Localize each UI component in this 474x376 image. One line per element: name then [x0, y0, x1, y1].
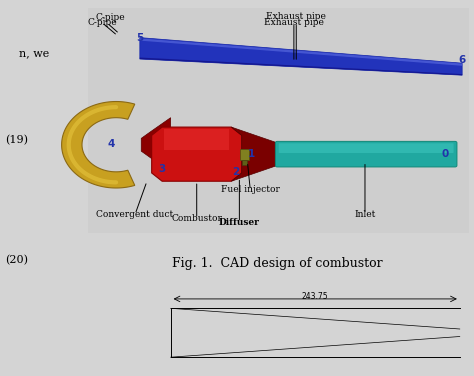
- Text: C-pipe: C-pipe: [96, 12, 125, 21]
- Text: Inlet: Inlet: [354, 210, 376, 219]
- Text: 0: 0: [442, 149, 449, 159]
- Text: Exhaust pipe: Exhaust pipe: [266, 12, 326, 21]
- Text: (20): (20): [5, 255, 28, 265]
- Polygon shape: [141, 118, 171, 172]
- Text: 1: 1: [247, 149, 255, 159]
- Text: Exhaust pipe: Exhaust pipe: [264, 18, 324, 27]
- Polygon shape: [231, 127, 277, 181]
- Text: Fuel injector: Fuel injector: [221, 185, 280, 194]
- Text: 243.75: 243.75: [302, 292, 328, 301]
- Polygon shape: [240, 149, 249, 160]
- Text: 3: 3: [158, 164, 166, 174]
- Polygon shape: [152, 127, 242, 181]
- Polygon shape: [242, 160, 247, 165]
- Text: Combustor: Combustor: [171, 214, 222, 223]
- FancyBboxPatch shape: [275, 141, 457, 167]
- Polygon shape: [62, 102, 135, 188]
- Polygon shape: [140, 38, 462, 66]
- Text: 5: 5: [136, 33, 144, 42]
- FancyBboxPatch shape: [88, 8, 469, 233]
- Polygon shape: [140, 38, 462, 75]
- Text: 4: 4: [108, 139, 115, 149]
- Text: (19): (19): [5, 135, 28, 145]
- Text: Diffuser: Diffuser: [219, 218, 260, 227]
- Text: Convergent duct: Convergent duct: [97, 210, 173, 219]
- Text: n, we: n, we: [19, 49, 49, 58]
- Text: 2: 2: [232, 167, 239, 177]
- Polygon shape: [140, 58, 462, 75]
- Text: C-pipe: C-pipe: [87, 18, 117, 27]
- Text: 6: 6: [458, 55, 466, 65]
- Text: Fig. 1.  CAD design of combustor: Fig. 1. CAD design of combustor: [172, 257, 383, 270]
- Polygon shape: [164, 129, 229, 150]
- FancyBboxPatch shape: [279, 143, 454, 153]
